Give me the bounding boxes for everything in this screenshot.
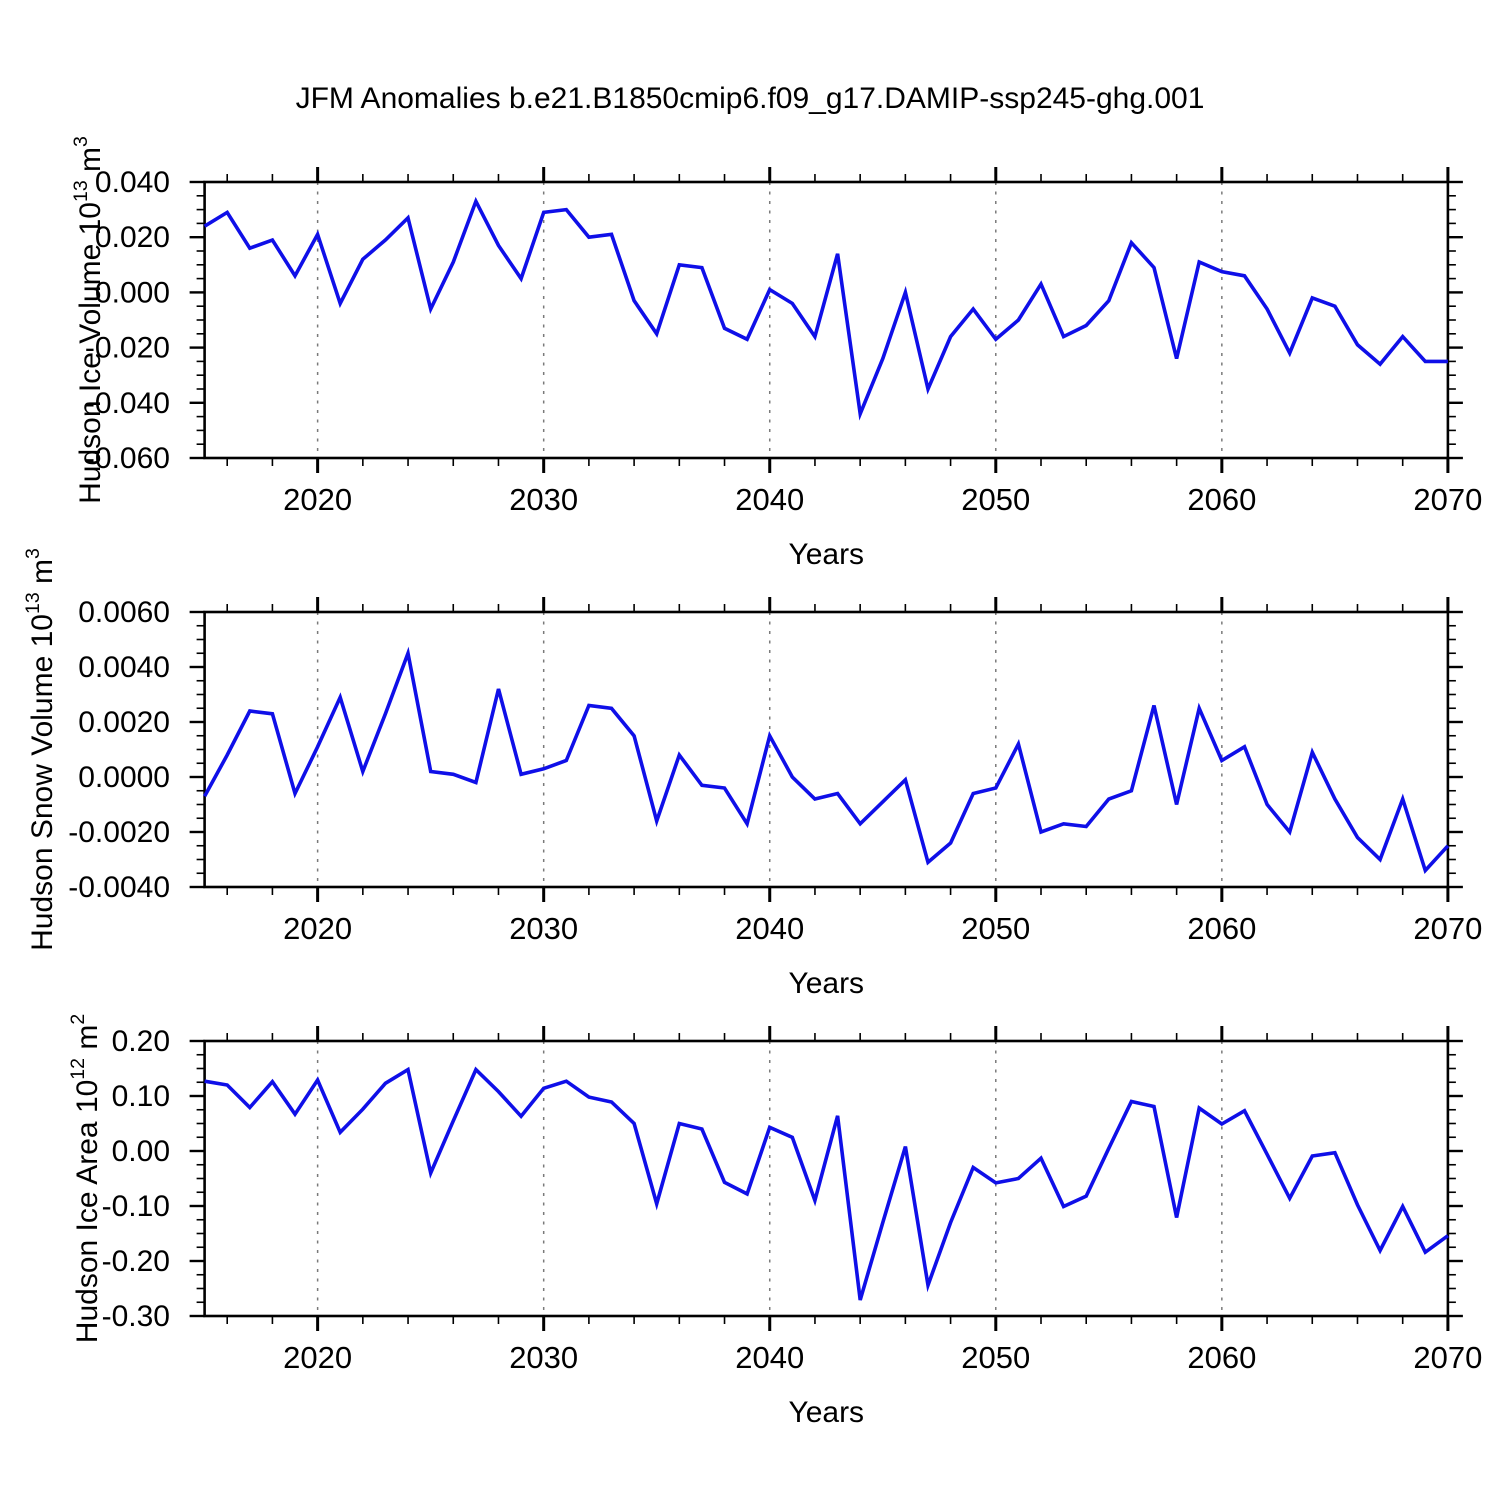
panel-hudson-snow-volume: 2020 2030 2040 2050 2060 2070 -0.0040 -0.0020 0.… (22, 548, 1482, 1000)
y-tick-label: -0.10 (102, 1190, 170, 1223)
plot-frame (203, 1039, 1450, 1318)
y-axis-title: Hudson Snow Volume 1013 m3 (22, 548, 59, 951)
x-tick-label: 2050 (961, 1340, 1030, 1375)
y-tick-label: -0.020 (85, 332, 170, 365)
x-axis-title: Years (788, 1396, 864, 1429)
plot-title: JFM Anomalies b.e21.B1850cmip6.f09_g17.D… (296, 82, 1205, 115)
data-series-line (203, 646, 1450, 875)
y-tick-label: -0.30 (102, 1300, 170, 1333)
x-tick-label: 2040 (735, 911, 804, 946)
x-tick-label: 2070 (1413, 482, 1482, 517)
x-tick-label: 2070 (1413, 911, 1482, 946)
x-tick-label: 2060 (1187, 911, 1256, 946)
x-axis-title: Years (788, 967, 864, 1000)
panel-hudson-ice-volume: 2020 2030 2040 2050 2060 2070 -0.060 -0.040 -0.0… (70, 136, 1482, 571)
y-tick-label: 0.040 (95, 166, 170, 199)
x-axis-title: Years (788, 538, 864, 571)
x-tick-label: 2050 (961, 482, 1030, 517)
y-axis-title: Hudson Ice Volume 1013 m3 (70, 136, 107, 504)
y-tick-label: 0.0020 (78, 706, 170, 739)
x-tick-label: 2040 (735, 1340, 804, 1375)
data-series-line (204, 1066, 1449, 1301)
y-tick-label: 0.00 (112, 1135, 170, 1168)
y-tick-label: 0.0060 (78, 596, 170, 629)
x-tick-label: 2030 (509, 1340, 578, 1375)
x-tick-label: 2030 (509, 482, 578, 517)
x-tick-label: 2050 (961, 911, 1030, 946)
y-tick-label: -0.060 (85, 442, 170, 475)
y-tick-label: -0.0020 (68, 816, 170, 849)
x-tick-label: 2070 (1413, 1340, 1482, 1375)
y-tick-label: -0.0040 (68, 871, 170, 904)
x-tick-label: 2020 (283, 482, 352, 517)
x-tick-label: 2030 (509, 911, 578, 946)
plot-frame (203, 180, 1450, 460)
y-tick-label: -0.20 (102, 1245, 170, 1278)
plot-frame (203, 610, 1450, 889)
y-tick-label: 0.20 (112, 1025, 170, 1058)
y-tick-label: 0.0040 (78, 651, 170, 684)
panel-hudson-ice-area: 2020 2030 2040 2050 2060 2070 -0.30 -0.20 -0.10 0… (67, 1014, 1482, 1429)
y-axis-title: Hudson Ice Area 1012 m2 (67, 1014, 104, 1343)
y-tick-label: 0.10 (112, 1080, 170, 1113)
y-tick-label: 0.000 (95, 276, 170, 309)
y-tick-label: 0.020 (95, 221, 170, 254)
x-tick-label: 2060 (1187, 482, 1256, 517)
x-tick-label: 2060 (1187, 1340, 1256, 1375)
x-tick-label: 2040 (735, 482, 804, 517)
x-tick-label: 2020 (283, 1340, 352, 1375)
data-series-line (203, 196, 1448, 421)
x-tick-label: 2020 (283, 911, 352, 946)
y-tick-label: 0.0000 (78, 761, 170, 794)
y-tick-label: -0.040 (85, 387, 170, 420)
